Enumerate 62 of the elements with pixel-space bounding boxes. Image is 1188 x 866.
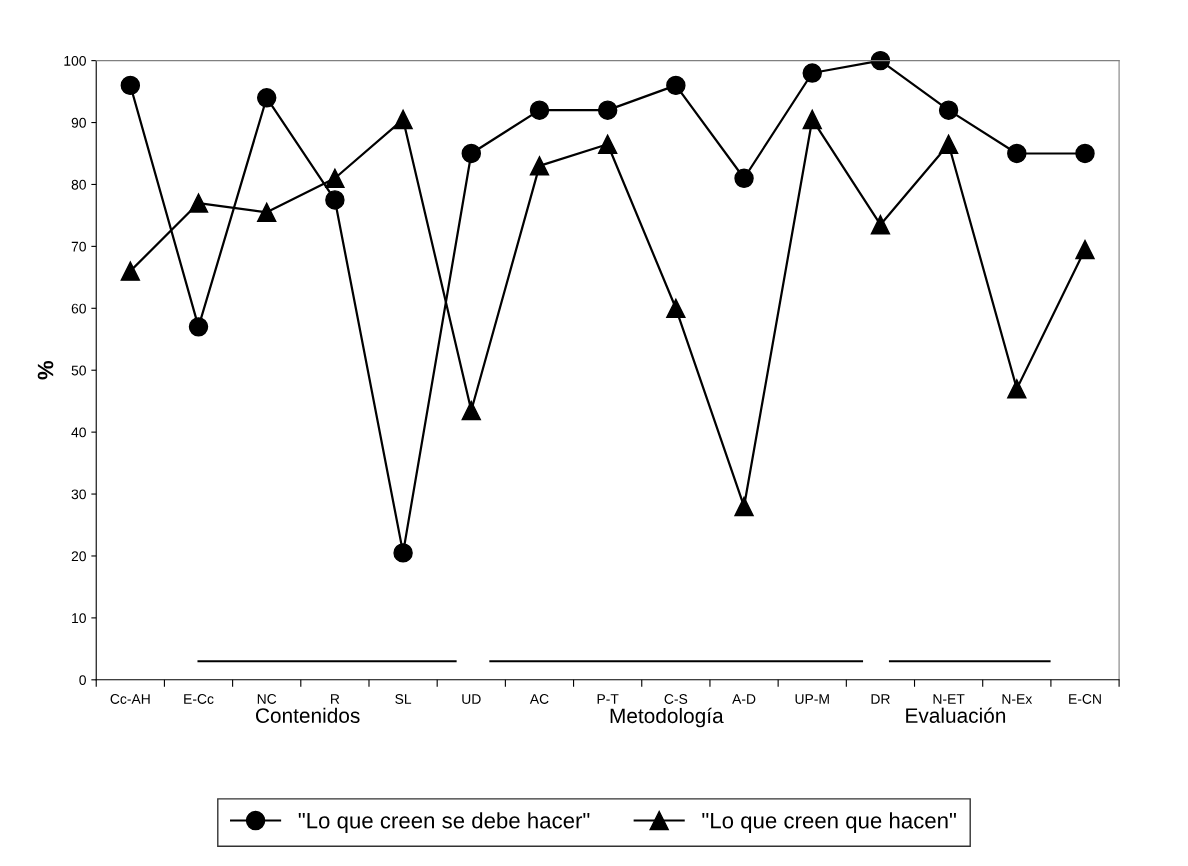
x-tick-label: A-D bbox=[732, 694, 756, 704]
point bbox=[870, 214, 891, 235]
point bbox=[325, 190, 345, 210]
point bbox=[120, 75, 141, 96]
y-tick-label: 20 bbox=[71, 551, 86, 562]
point bbox=[597, 100, 618, 120]
y-tick-label: 70 bbox=[71, 241, 86, 252]
point bbox=[666, 75, 686, 96]
point bbox=[529, 100, 550, 120]
point bbox=[120, 261, 141, 281]
point bbox=[529, 156, 550, 176]
x-tick-label: UP-M bbox=[795, 694, 829, 704]
y-tick-label: 40 bbox=[71, 427, 86, 438]
point bbox=[1007, 143, 1027, 164]
point bbox=[734, 496, 754, 517]
x-tick-label: SL bbox=[395, 694, 412, 704]
x-tick-label: UD bbox=[462, 694, 481, 704]
x-tick-label: P-T bbox=[597, 694, 619, 704]
point bbox=[256, 202, 277, 223]
point bbox=[1075, 143, 1095, 164]
point bbox=[734, 168, 754, 188]
y-tick-label: 30 bbox=[71, 489, 86, 500]
x-tick-label: E-Cc bbox=[184, 694, 214, 704]
point bbox=[188, 317, 209, 337]
x-tick-label: N-ET bbox=[933, 694, 965, 704]
y-tick-label: 50 bbox=[71, 365, 86, 376]
point bbox=[938, 100, 959, 120]
x-tick-label: E-CN bbox=[1069, 694, 1101, 704]
point bbox=[802, 109, 822, 130]
point bbox=[393, 109, 413, 130]
point bbox=[1075, 239, 1095, 260]
text: Contenidos bbox=[255, 707, 360, 723]
point bbox=[1007, 379, 1027, 399]
x-tick-label: NC bbox=[257, 694, 277, 704]
x-tick-label: C-S bbox=[664, 694, 688, 704]
point bbox=[802, 63, 822, 83]
point bbox=[256, 88, 277, 108]
y-tick-label: 0 bbox=[79, 675, 86, 685]
point bbox=[461, 143, 482, 164]
point bbox=[938, 134, 959, 154]
point bbox=[325, 168, 345, 188]
point bbox=[666, 298, 686, 319]
point bbox=[188, 193, 209, 213]
x-tick-label: Cc-AH bbox=[110, 694, 150, 704]
y-tick-label: 100 bbox=[64, 55, 86, 66]
x-tick-label: N-Ex bbox=[1002, 694, 1033, 704]
point bbox=[393, 543, 413, 563]
text: Metodología bbox=[610, 707, 724, 728]
x-tick-label: R bbox=[331, 694, 340, 704]
x-tick-label: DR bbox=[871, 694, 890, 704]
y-tick-label: 80 bbox=[71, 179, 86, 190]
legend-label: "Lo que creen que hacen" bbox=[702, 812, 956, 833]
point bbox=[870, 50, 891, 71]
y-tick-label: 10 bbox=[72, 613, 86, 624]
y-axis-title: % bbox=[37, 360, 54, 380]
y-tick-label: 60 bbox=[71, 303, 86, 314]
point bbox=[597, 134, 618, 154]
x-tick-label: AC bbox=[529, 694, 549, 704]
point bbox=[461, 400, 482, 421]
legend-label: "Lo que creen se debe hacer" bbox=[298, 812, 590, 833]
text: Evaluación bbox=[906, 707, 1006, 723]
y-tick-label: 90 bbox=[71, 117, 86, 128]
